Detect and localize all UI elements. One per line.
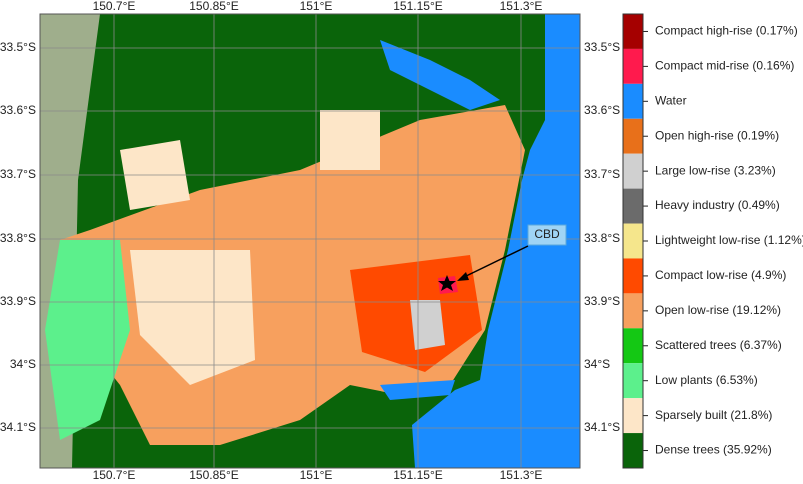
legend-swatch [623,398,643,434]
lat-label: 33.8°S [0,231,36,245]
lat-label: 34°S [10,357,36,371]
legend-label: Lightweight low-rise (1.12%) [655,233,803,247]
lon-label: 151°E [300,0,333,13]
lat-label: 33.6°S [0,103,36,117]
legend-label: Scattered trees (6.37%) [655,338,782,352]
lat-label: 33.7°S [584,167,620,181]
water-area [380,380,455,400]
lat-label: 34.1°S [584,420,620,434]
legend-swatch [623,328,643,364]
lat-label: 34°S [584,357,610,371]
water-area [380,40,500,110]
cbd-star [438,275,456,291]
lon-label: 151°E [300,468,333,482]
lon-label: 151.15°E [393,468,443,482]
lat-label: 33.5°S [0,40,36,54]
arrow-head [457,272,469,281]
legend-label: Dense trees (35.92%) [655,443,772,457]
legend-swatch [623,14,643,49]
lon-label: 150.85°E [189,468,239,482]
lat-label: 33.7°S [0,167,36,181]
sparse-area [320,110,380,170]
lon-label: 150.7°E [93,0,136,13]
legend-swatch [623,118,643,154]
lon-label: 151.3°E [500,468,543,482]
legend: Compact high-rise (0.17%) Compact mid-ris… [622,13,803,469]
lon-label: 151.3°E [500,0,543,13]
legend-label: Large low-rise (3.23%) [655,163,776,177]
lat-label: 33.5°S [584,40,620,54]
legend-label: Compact low-rise (4.9%) [655,268,786,282]
legend-swatch [623,363,643,399]
legend-swatch [623,83,643,119]
lat-label: 33.6°S [584,103,620,117]
legend-label: Water [655,93,687,107]
legend-label: Compact mid-rise (0.16%) [655,59,794,73]
map-frame [39,13,581,469]
legend-label: Sparsely built (21.8%) [655,408,772,422]
lat-label: 33.9°S [0,294,36,308]
legend-swatch [623,188,643,224]
water-area [412,14,580,468]
lon-label: 150.7°E [93,468,136,482]
legend-swatch [623,293,643,329]
large-low-rise-area [410,300,445,350]
legend-label: Compact high-rise (0.17%) [655,24,798,38]
legend-swatch [623,223,643,259]
annotation: CBD [534,227,560,241]
legend-label: Heavy industry (0.49%) [655,198,780,212]
lat-label: 33.8°S [584,231,620,245]
legend-swatch [623,153,643,189]
legend-swatch [623,258,643,294]
graticule [40,14,580,468]
lat-label: 33.9°S [584,294,620,308]
lat-label: 34.1°S [0,420,36,434]
sparse-area [130,250,255,385]
legend-swatch [623,433,643,468]
legend-frame [622,13,644,469]
legend-label: Open high-rise (0.19%) [655,128,779,142]
low-plants-area [45,240,130,440]
legend-swatch [623,48,643,84]
lon-label: 150.85°E [189,0,239,13]
lon-label: 151.15°E [393,0,443,13]
map-area [40,14,580,468]
annotation-arrow [459,245,529,280]
legend-label: Open low-rise (19.12%) [655,303,781,317]
legend-label: Low plants (6.53%) [655,373,758,387]
annotation-box [527,224,567,246]
